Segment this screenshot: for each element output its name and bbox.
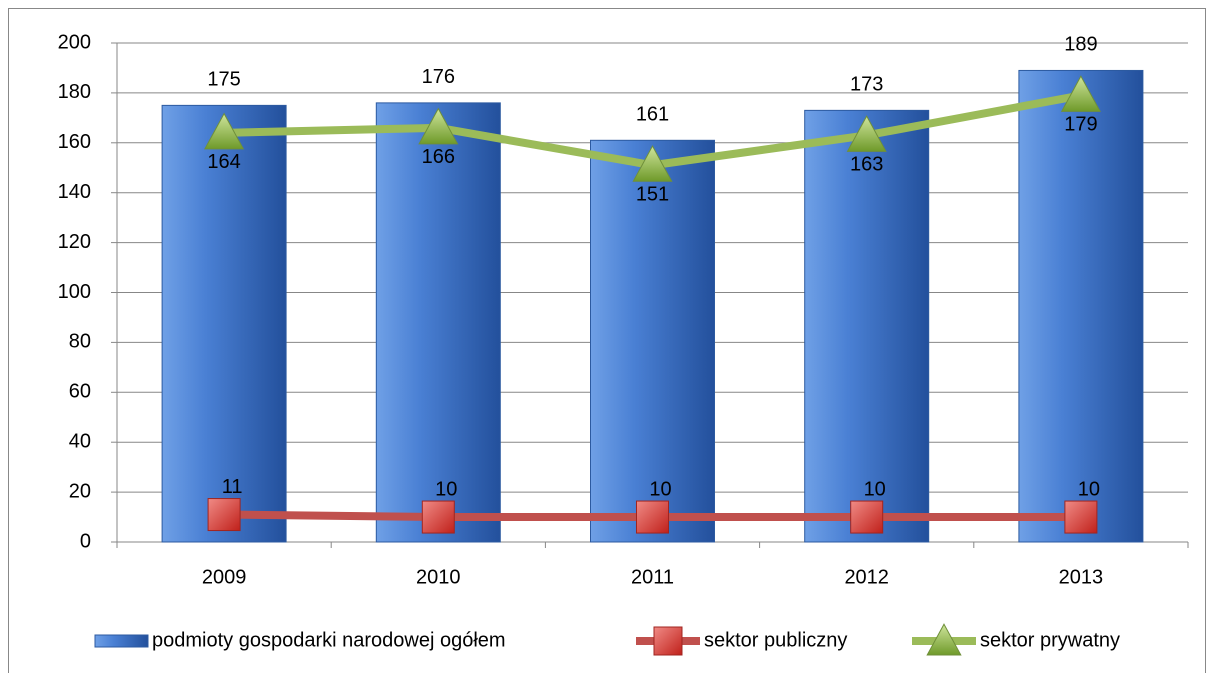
bar xyxy=(161,104,287,543)
data-label: 173 xyxy=(850,74,883,96)
data-label: 163 xyxy=(850,154,883,176)
marker xyxy=(632,145,673,182)
data-label: 161 xyxy=(636,104,669,126)
legend-label: sektor prywatny xyxy=(980,629,1120,651)
marker xyxy=(421,500,455,534)
y-tick-label: 120 xyxy=(58,231,91,253)
y-tick-label: 0 xyxy=(80,530,91,552)
bar xyxy=(1018,69,1144,543)
data-label: 164 xyxy=(207,151,240,173)
marker xyxy=(926,623,962,656)
bar xyxy=(375,102,501,543)
data-label: 166 xyxy=(422,146,455,168)
y-tick-label: 100 xyxy=(58,281,91,303)
marker xyxy=(636,500,669,534)
data-label: 176 xyxy=(422,66,455,88)
y-tick-label: 20 xyxy=(69,480,91,502)
data-label: 10 xyxy=(1078,478,1100,500)
marker xyxy=(653,626,683,656)
marker xyxy=(204,112,245,150)
y-tick-label: 60 xyxy=(69,381,91,403)
y-tick-label: 160 xyxy=(58,131,91,153)
y-tick-label: 80 xyxy=(69,331,91,353)
y-tick-label: 140 xyxy=(58,181,91,203)
y-tick-label: 200 xyxy=(58,31,91,53)
x-tick-label: 2011 xyxy=(631,566,674,588)
legend-label: podmioty gospodarki narodowej ogółem xyxy=(152,629,506,651)
data-label: 10 xyxy=(649,478,671,500)
data-label: 10 xyxy=(864,478,886,500)
data-label: 189 xyxy=(1064,34,1097,56)
marker xyxy=(850,500,884,534)
x-tick-label: 2010 xyxy=(416,566,461,588)
marker xyxy=(418,107,459,145)
data-label: 179 xyxy=(1064,114,1097,136)
marker xyxy=(207,498,241,532)
x-tick-label: 2009 xyxy=(202,566,247,588)
data-label: 175 xyxy=(207,69,240,91)
legend-swatch xyxy=(94,634,149,648)
marker xyxy=(1064,500,1098,534)
x-tick-label: 2012 xyxy=(844,566,889,588)
data-label: 10 xyxy=(435,478,457,500)
marker xyxy=(846,115,887,152)
data-label: 151 xyxy=(636,184,669,206)
data-label: 11 xyxy=(222,476,243,498)
y-tick-label: 40 xyxy=(69,430,91,452)
marker xyxy=(1060,75,1101,112)
chart-border xyxy=(8,8,1206,673)
bar xyxy=(590,139,715,543)
x-tick-label: 2013 xyxy=(1059,566,1104,588)
y-tick-label: 180 xyxy=(58,81,91,103)
bar xyxy=(804,109,930,543)
legend-label: sektor publiczny xyxy=(704,629,847,651)
